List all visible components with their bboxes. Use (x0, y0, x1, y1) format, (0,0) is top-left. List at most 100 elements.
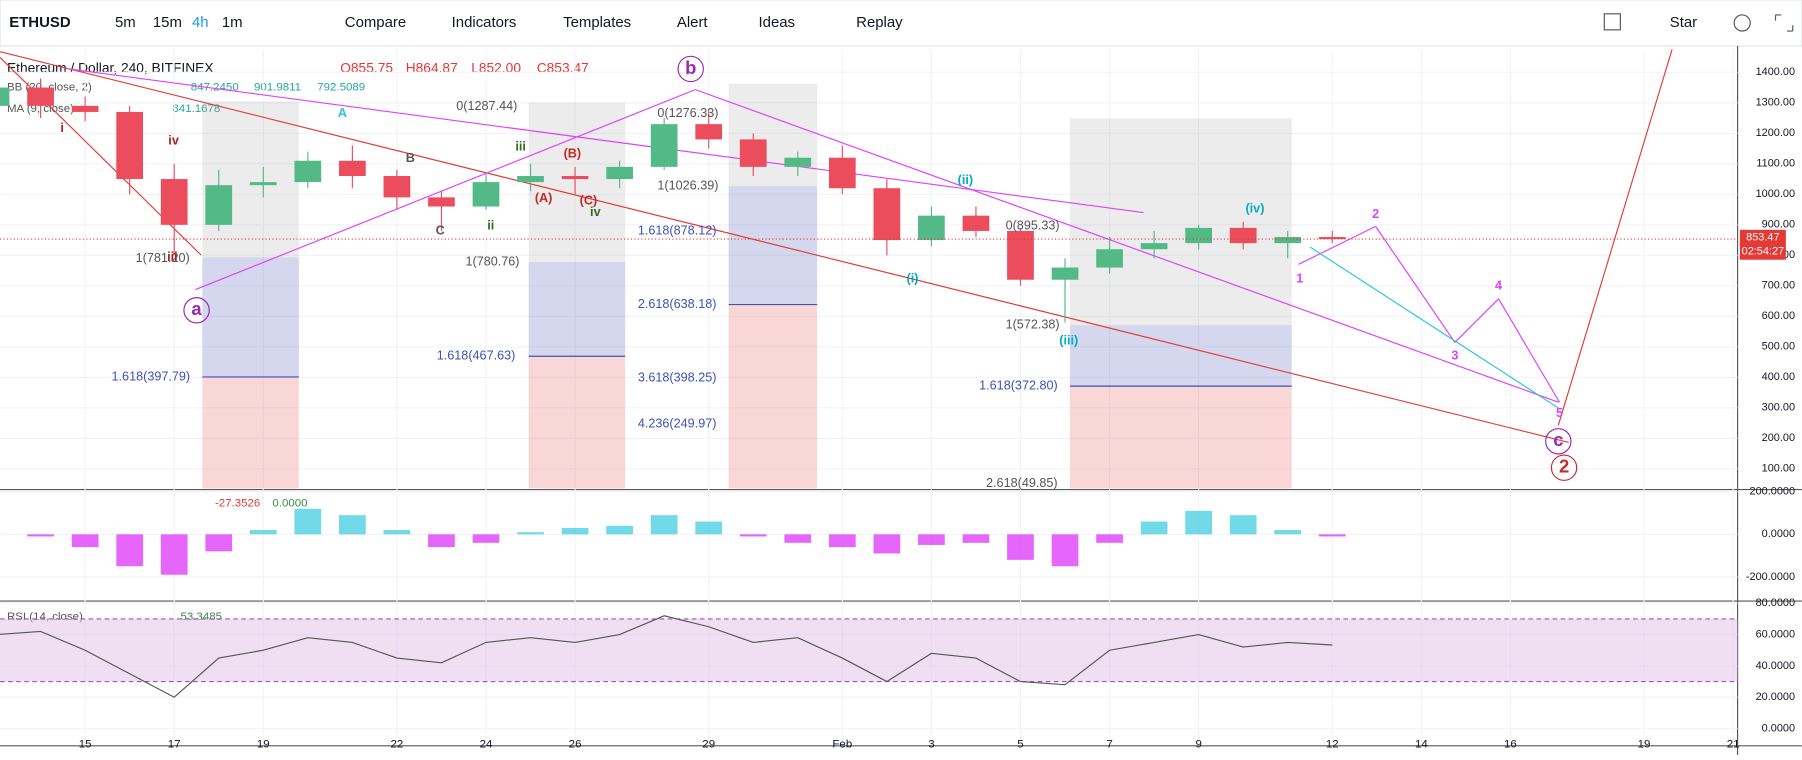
wave-label: iv (168, 134, 179, 148)
ohlc-value: H864.87 (406, 61, 458, 76)
histogram-bar (205, 534, 233, 552)
fib-zone (728, 304, 818, 489)
fib-label: 1(781.20) (136, 251, 190, 265)
wave-circle (1545, 428, 1572, 455)
ohlc-value: L852.00 (471, 61, 521, 76)
y-tick-label: -200.0000 (1746, 571, 1795, 583)
wave-label: (i) (907, 272, 919, 286)
wave-label: B (406, 151, 415, 165)
wave-label: A (338, 106, 347, 120)
histogram-bar (739, 534, 767, 537)
histogram-bar (160, 534, 188, 575)
wave-label: 1 (1296, 272, 1303, 286)
candle-body (1229, 227, 1257, 244)
x-tick-label: 16 (1504, 739, 1517, 751)
wave-label: iii (515, 139, 526, 153)
y-tick-label: 0.0000 (1762, 722, 1795, 734)
candle-body (1274, 237, 1302, 244)
y-tick-label: 1100.00 (1756, 158, 1795, 170)
fib-zone (202, 257, 299, 377)
toolbar-button[interactable]: Indicators (452, 14, 517, 31)
toolbar-button[interactable]: Compare (345, 14, 406, 31)
histogram-bar (962, 534, 990, 543)
interval-button[interactable]: 15m (153, 14, 182, 31)
x-tick-label: 17 (168, 739, 181, 751)
y-tick-label: 60.0000 (1756, 628, 1795, 640)
settings-icon[interactable] (1733, 14, 1751, 32)
fib-zone (1069, 386, 1292, 489)
fib-label: 1(1026.39) (657, 179, 718, 193)
wave-label: i (60, 121, 64, 135)
fib-zone (1069, 325, 1292, 387)
wave-label: (iv) (1245, 201, 1264, 215)
star-button[interactable]: Star (1670, 14, 1697, 31)
fib-zone (202, 376, 299, 489)
candle-body (650, 124, 678, 167)
symbol[interactable]: ETHUSD (9, 14, 71, 31)
toolbar-button[interactable]: Ideas (759, 14, 796, 31)
y-tick-label: 100.00 (1762, 463, 1795, 475)
candle-body (873, 188, 901, 241)
histogram-bar (383, 530, 411, 535)
x-tick-label: 26 (569, 739, 582, 751)
histogram-bar (1007, 534, 1034, 560)
toolbar-button[interactable]: Templates (563, 14, 631, 31)
fib-label: 0(895.33) (1006, 219, 1060, 233)
candle-body (695, 124, 723, 140)
wave-label: 2 (1372, 207, 1379, 221)
candle-body (205, 185, 233, 225)
histogram-bar (71, 534, 99, 548)
histogram-bar (1051, 534, 1079, 567)
wave-circle (183, 297, 210, 324)
fib-zone (1069, 118, 1292, 326)
trendline (1498, 298, 1560, 403)
rsi-band (0, 618, 1738, 682)
fib-label: 0(1287.44) (456, 99, 517, 113)
rsi-line (0, 615, 1333, 698)
wave-label: 2 (1559, 456, 1569, 477)
histogram-bar (1229, 515, 1257, 535)
wave-label: 4 (1495, 278, 1502, 292)
histogram-bar (27, 534, 54, 537)
price-tag: 853.47 (1746, 232, 1779, 244)
histogram-bar (606, 525, 633, 535)
candle-body (160, 179, 188, 225)
wave-label: ii (487, 219, 494, 233)
fib-zone (528, 262, 626, 357)
fib-label: 1.618(372.80) (979, 378, 1058, 392)
fullscreen-icon[interactable] (1774, 14, 1794, 32)
wave-label: (C) (580, 193, 598, 207)
fib-label: 1(572.38) (1006, 318, 1060, 332)
candle-body (1185, 227, 1213, 244)
ohlc-value: O855.75 (340, 61, 393, 76)
candle-body (1096, 249, 1123, 268)
price-tag-bg (1739, 229, 1786, 260)
y-tick-label: 300.00 (1762, 402, 1795, 414)
fib-zone (528, 356, 626, 489)
histogram-bar (650, 515, 678, 535)
layout-icon[interactable] (1603, 13, 1621, 31)
interval-button[interactable]: 4h (192, 14, 209, 31)
histogram-bar (294, 508, 322, 535)
candle-body (1051, 267, 1079, 280)
histogram-bar (339, 515, 366, 535)
interval-button[interactable]: 1m (222, 14, 243, 31)
wave-circle (677, 55, 704, 83)
wave-label: C (436, 223, 445, 237)
y-tick-label: 900.00 (1762, 219, 1795, 231)
candle-body (561, 176, 589, 180)
trendline (1309, 246, 1559, 409)
histogram-bar (1185, 510, 1213, 535)
wave-label: iv (590, 205, 601, 219)
fib-zone (728, 83, 818, 187)
wave-label: 5 (1556, 406, 1563, 420)
histogram-bar (1318, 534, 1346, 537)
toolbar-button[interactable]: Alert (677, 14, 709, 31)
histogram-bar (918, 534, 945, 545)
bb-value: 901.9811 (254, 81, 301, 93)
toolbar-button[interactable]: Replay (856, 14, 903, 31)
interval-button[interactable]: 5m (115, 14, 136, 31)
trendline (1557, 49, 1673, 426)
